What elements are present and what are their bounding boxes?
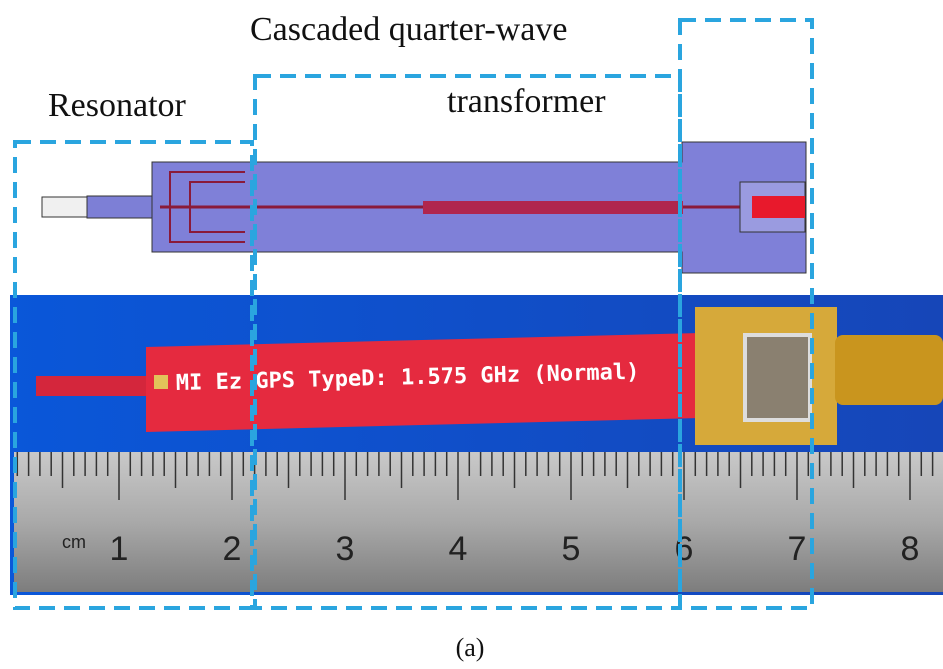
- feed-line: [87, 196, 153, 218]
- label-transformer: transformer: [447, 83, 606, 120]
- figure: MI Ez GPS TypeD: 1.575 GHz (Normal) cm 1…: [0, 0, 943, 669]
- ruler-number: 8: [901, 530, 920, 568]
- ruler-number: 1: [110, 530, 129, 568]
- ruler-number: 6: [675, 530, 694, 568]
- ruler-number: 3: [336, 530, 355, 568]
- caption: (a): [456, 633, 485, 662]
- ruler-number: 5: [562, 530, 581, 568]
- label-cascaded: Cascaded quarter-wave: [250, 11, 567, 48]
- label-resonator: Resonator: [48, 87, 187, 124]
- photo: MI Ez GPS TypeD: 1.575 GHz (Normal) cm 1…: [10, 295, 943, 595]
- ruler-number: 7: [788, 530, 807, 568]
- ruler-unit: cm: [62, 532, 86, 552]
- ruler-number: 2: [223, 530, 242, 568]
- connector-body: [745, 335, 810, 420]
- sma-connector: [835, 335, 943, 405]
- pcb-feed: [36, 376, 148, 396]
- ruler-number: 4: [449, 530, 468, 568]
- feed-tip: [42, 197, 87, 217]
- wide-trace: [423, 201, 683, 214]
- layout-drawing: [42, 142, 806, 273]
- pcb-via: [154, 375, 168, 389]
- pin-pad: [752, 196, 805, 218]
